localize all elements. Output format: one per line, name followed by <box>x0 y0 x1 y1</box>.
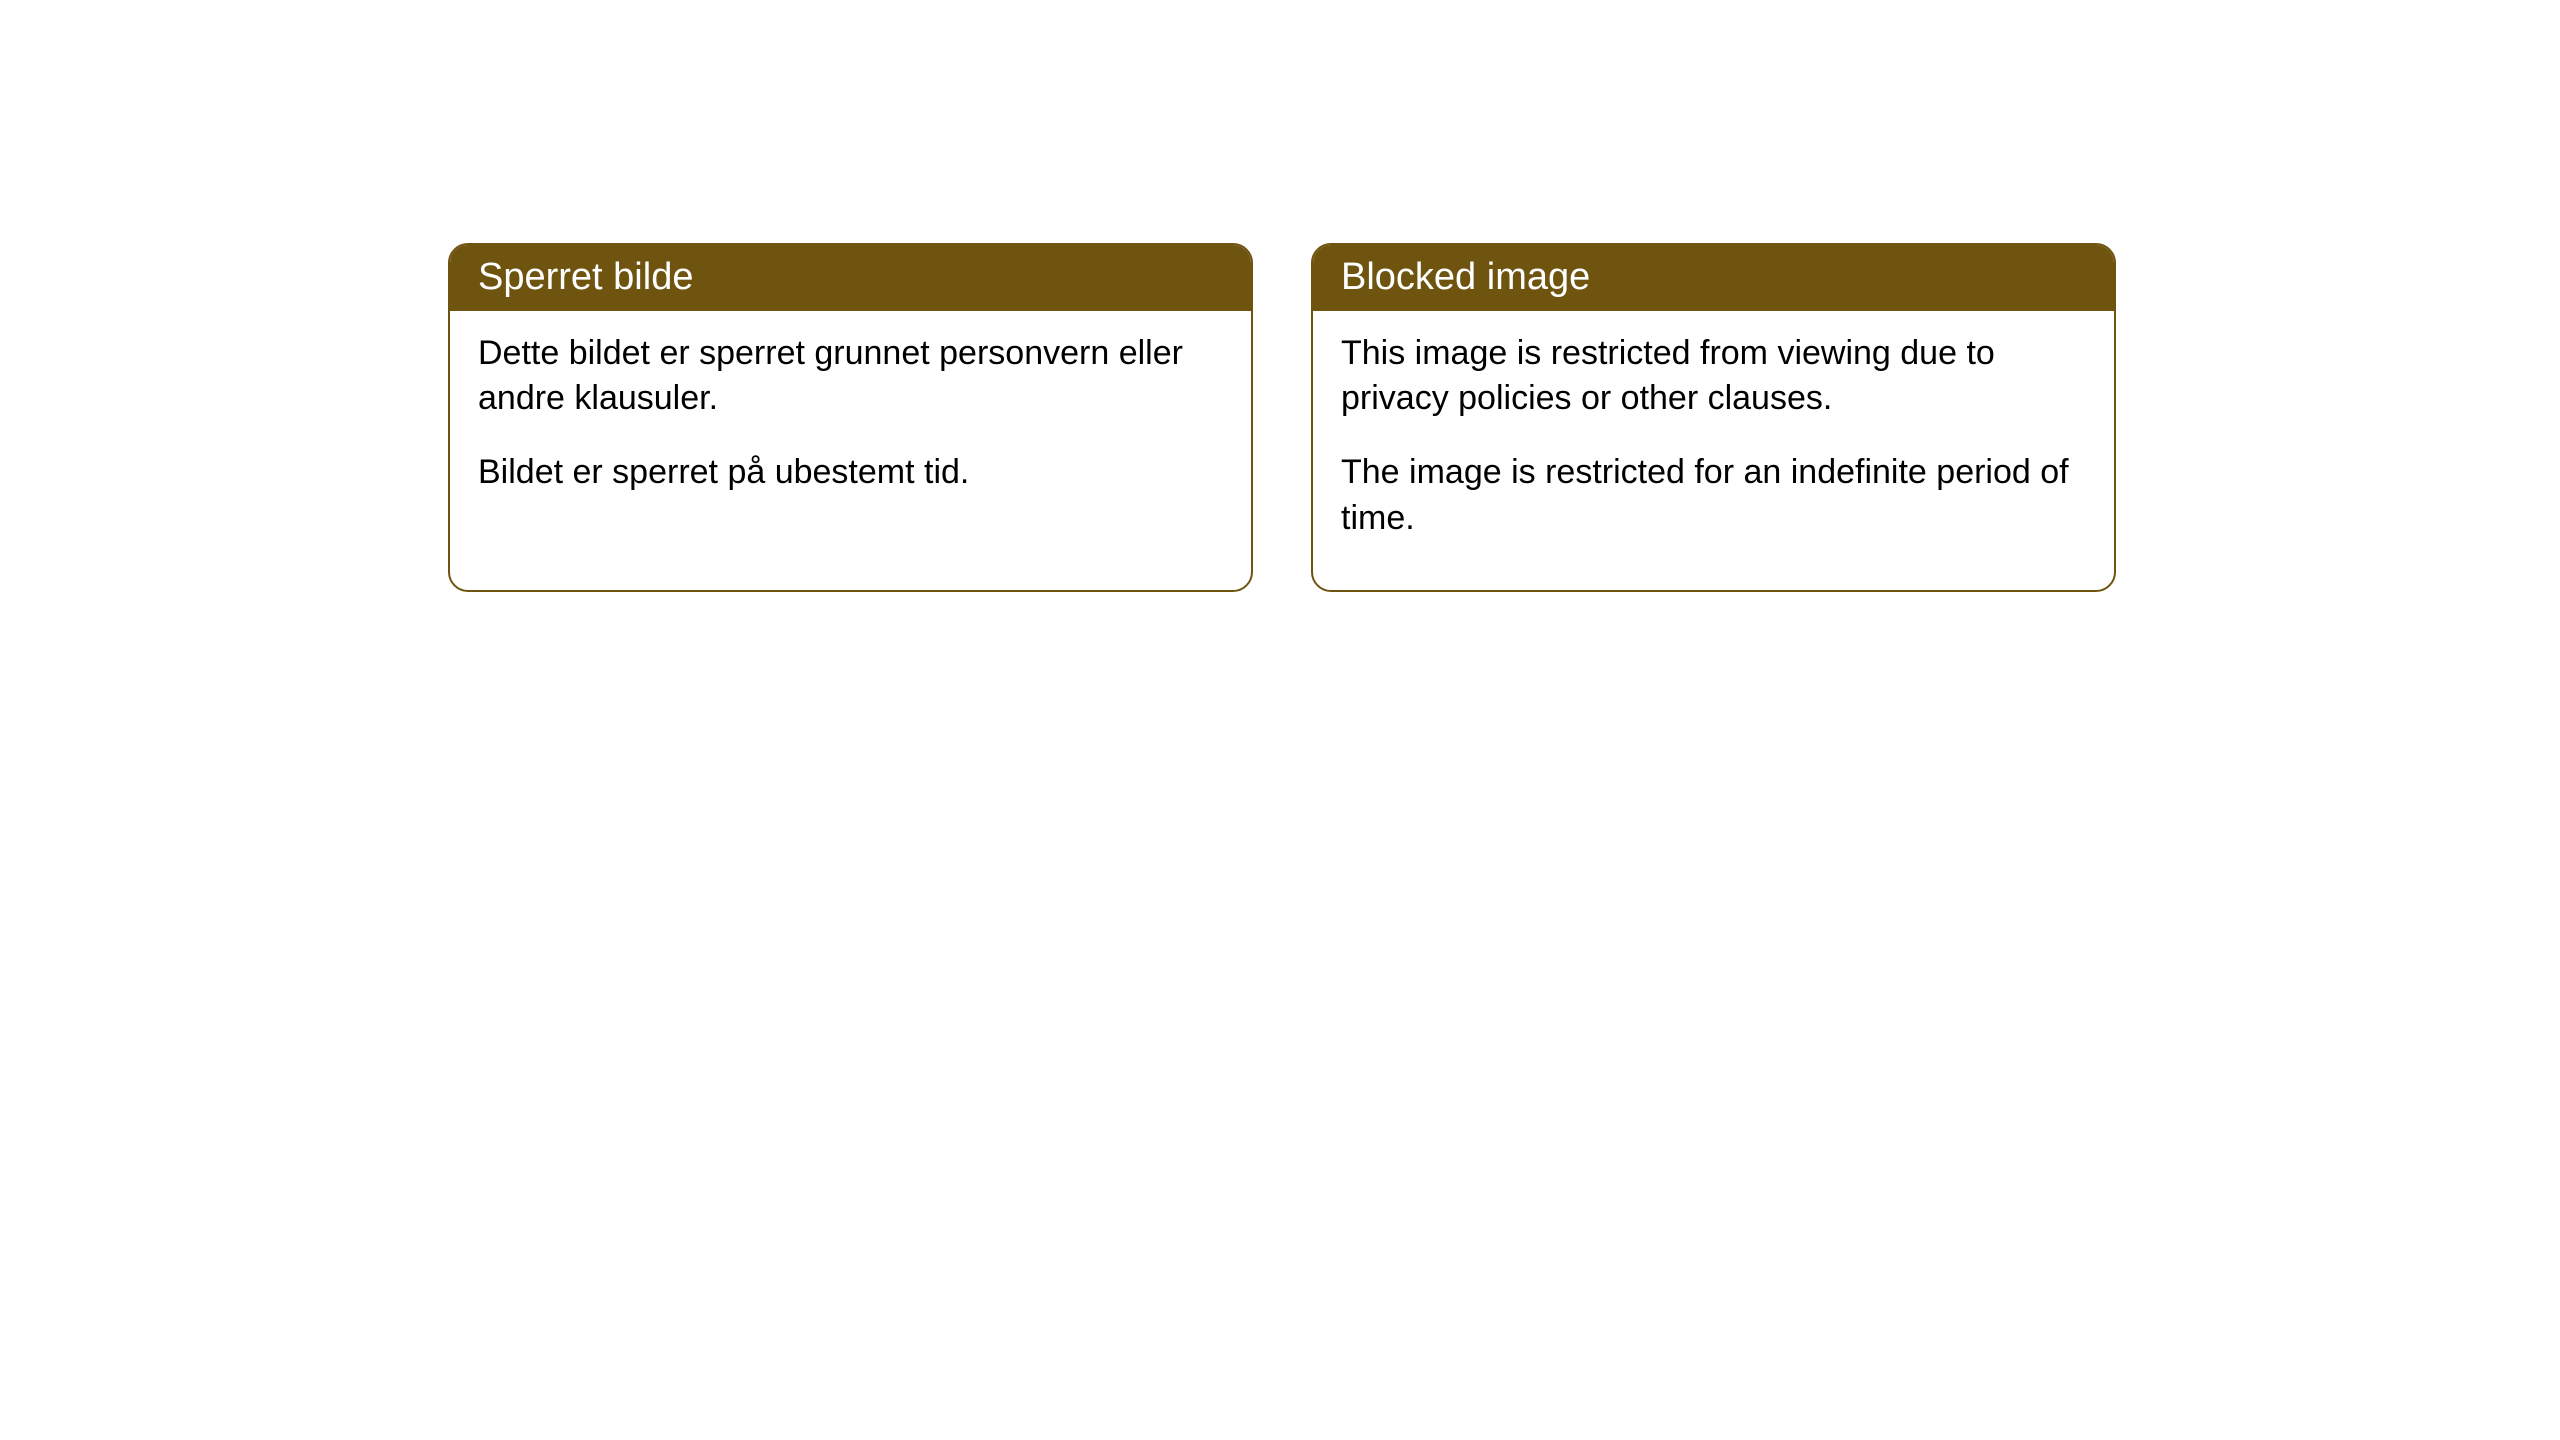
card-paragraph-2-norwegian: Bildet er sperret på ubestemt tid. <box>478 450 1223 496</box>
card-paragraph-1-norwegian: Dette bildet er sperret grunnet personve… <box>478 331 1223 423</box>
card-paragraph-2-english: The image is restricted for an indefinit… <box>1341 450 2086 542</box>
card-english: Blocked image This image is restricted f… <box>1311 243 2116 592</box>
card-body-english: This image is restricted from viewing du… <box>1313 311 2114 591</box>
card-body-norwegian: Dette bildet er sperret grunnet personve… <box>450 311 1251 545</box>
card-header-english: Blocked image <box>1313 245 2114 311</box>
card-norwegian: Sperret bilde Dette bildet er sperret gr… <box>448 243 1253 592</box>
cards-container: Sperret bilde Dette bildet er sperret gr… <box>0 0 2560 592</box>
card-header-norwegian: Sperret bilde <box>450 245 1251 311</box>
card-paragraph-1-english: This image is restricted from viewing du… <box>1341 331 2086 423</box>
